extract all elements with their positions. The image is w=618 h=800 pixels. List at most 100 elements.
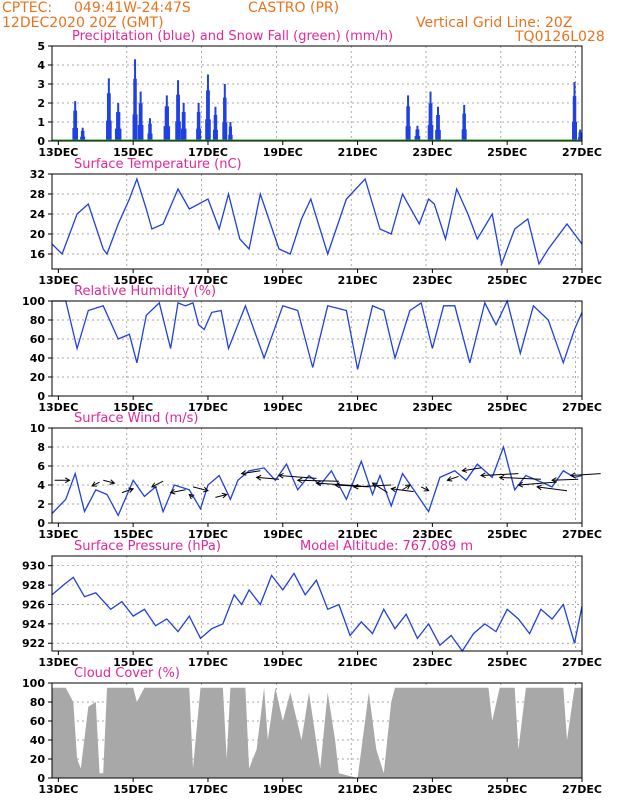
- temp-xtick-label-4: 21DEC: [338, 274, 378, 287]
- precip-bar: [117, 103, 120, 141]
- cloud-ytick-label-4: 80: [30, 696, 46, 709]
- precip-bar: [178, 121, 181, 141]
- temp-series-line: [51, 177, 583, 267]
- rh-xtick-label-1: 15DEC: [113, 401, 153, 414]
- wind-arrow-head: [188, 493, 195, 500]
- precip-bar: [438, 129, 441, 141]
- pressure-annotation: Model Altitude: 767.089 m: [300, 539, 473, 554]
- wind-series-line: [51, 444, 583, 517]
- precip-xtick-label-3: 19DEC: [263, 146, 303, 159]
- rh-frame: [51, 300, 583, 397]
- wind-arrow-head: [569, 472, 576, 479]
- wind-arrow: [537, 486, 568, 492]
- wind-title: Surface Wind (m/s): [74, 411, 198, 426]
- pressure-xtick-label-0: 13DEC: [38, 656, 78, 669]
- wind-arrow-head: [240, 470, 247, 476]
- precip-ytick-label-5: 5: [37, 40, 45, 53]
- wind-arrow-head: [255, 474, 262, 481]
- wind-arrow: [480, 473, 519, 476]
- precip-xtick-label-7: 27DEC: [562, 146, 602, 159]
- pressure-ytick-label-4: 930: [22, 560, 45, 573]
- precip-bar: [118, 112, 121, 141]
- precip-bar: [108, 93, 111, 141]
- wind-arrow-head: [277, 472, 284, 479]
- cloud-ytick-label-1: 20: [30, 753, 46, 766]
- pressure-frame: [51, 555, 583, 652]
- wind-arrow: [420, 486, 429, 492]
- precip-bar: [109, 120, 112, 141]
- header-source: CPTEC:: [2, 0, 53, 16]
- precip-bar: [230, 134, 233, 141]
- wind-arrow: [215, 494, 227, 498]
- wind-frame: [51, 427, 583, 524]
- precip-bar: [116, 112, 119, 141]
- pressure-ytick-label-3: 928: [22, 579, 45, 592]
- rh-xtick-label-4: 21DEC: [338, 401, 378, 414]
- rh-xtick-label-0: 13DEC: [38, 401, 78, 414]
- rh-xtick-label-7: 27DEC: [562, 401, 602, 414]
- precip-bar: [198, 112, 201, 141]
- header-model: TQ0126L028: [515, 29, 605, 45]
- header-station: CASTRO (PR): [248, 0, 340, 16]
- precip-bar: [208, 119, 211, 141]
- wind-arrow-head: [423, 486, 430, 492]
- header-grid-note: Vertical Grid Line: 20Z: [416, 15, 573, 31]
- wind-arrow: [462, 467, 482, 472]
- precip-bar: [177, 94, 180, 141]
- pressure-xtick-label-7: 27DEC: [562, 656, 602, 669]
- precip-title: Precipitation (blue) and Snow Fall (gree…: [72, 29, 393, 44]
- temp-xtick-label-3: 19DEC: [263, 274, 303, 287]
- wind-arrow-head: [517, 481, 524, 488]
- wind-xtick-label-4: 21DEC: [338, 528, 378, 541]
- wind-arrow: [103, 479, 115, 484]
- precip-bar: [149, 123, 152, 141]
- temp-xtick-label-2: 17DEC: [188, 274, 228, 287]
- rh-ytick-label-5: 100: [22, 295, 45, 308]
- precip-bar: [140, 103, 143, 141]
- wind-arrow-head: [128, 487, 135, 493]
- wind-arrow-head: [109, 479, 116, 485]
- pressure-xtick-label-5: 23DEC: [412, 656, 452, 669]
- pressure-ytick-label-1: 924: [22, 618, 45, 631]
- wind-arrow: [170, 489, 186, 494]
- wind-arrow: [121, 488, 134, 494]
- cloud-ytick-label-0: 0: [37, 772, 45, 785]
- wind-arrow: [447, 475, 459, 481]
- precip-bar: [141, 124, 144, 141]
- wind-arrow: [402, 484, 411, 491]
- wind-arrow: [518, 481, 556, 486]
- pressure-xtick-label-4: 21DEC: [338, 656, 378, 669]
- temp-xtick-label-0: 13DEC: [38, 274, 78, 287]
- precip-bar: [417, 129, 420, 141]
- precip-bar: [75, 128, 78, 141]
- precip-bar: [215, 129, 218, 141]
- wind-arrow: [151, 480, 164, 488]
- precip-bar: [165, 95, 168, 141]
- cloud-xtick-label-4: 21DEC: [338, 783, 378, 796]
- wind-arrow: [316, 482, 362, 487]
- wind-arrow-head: [203, 486, 209, 493]
- temp-xtick-label-6: 25DEC: [487, 274, 527, 287]
- header-coords: 049:41W-24:47S: [74, 0, 191, 16]
- cloud-xtick-label-2: 17DEC: [188, 783, 228, 796]
- precip-bar: [75, 110, 78, 141]
- precip-bar: [183, 112, 186, 141]
- wind-arrow-head: [315, 480, 322, 487]
- wind-arrow: [372, 482, 388, 494]
- cloud-xtick-label-6: 25DEC: [487, 783, 527, 796]
- precip-bar: [166, 106, 169, 141]
- precip-bar: [230, 126, 233, 141]
- precip-bar: [215, 114, 218, 141]
- precip-bar: [150, 133, 153, 141]
- temp-ytick-label-2: 24: [30, 208, 46, 221]
- temp-xtick-label-7: 27DEC: [562, 274, 602, 287]
- precip-bar: [134, 78, 137, 141]
- precip-ytick-label-1: 1: [37, 116, 45, 129]
- precip-bar: [574, 96, 577, 141]
- wind-xtick-label-1: 15DEC: [113, 528, 153, 541]
- precip-bar: [580, 137, 583, 141]
- wind-arrow: [192, 486, 209, 492]
- wind-arrow: [570, 473, 601, 476]
- wind-arrow: [91, 481, 100, 487]
